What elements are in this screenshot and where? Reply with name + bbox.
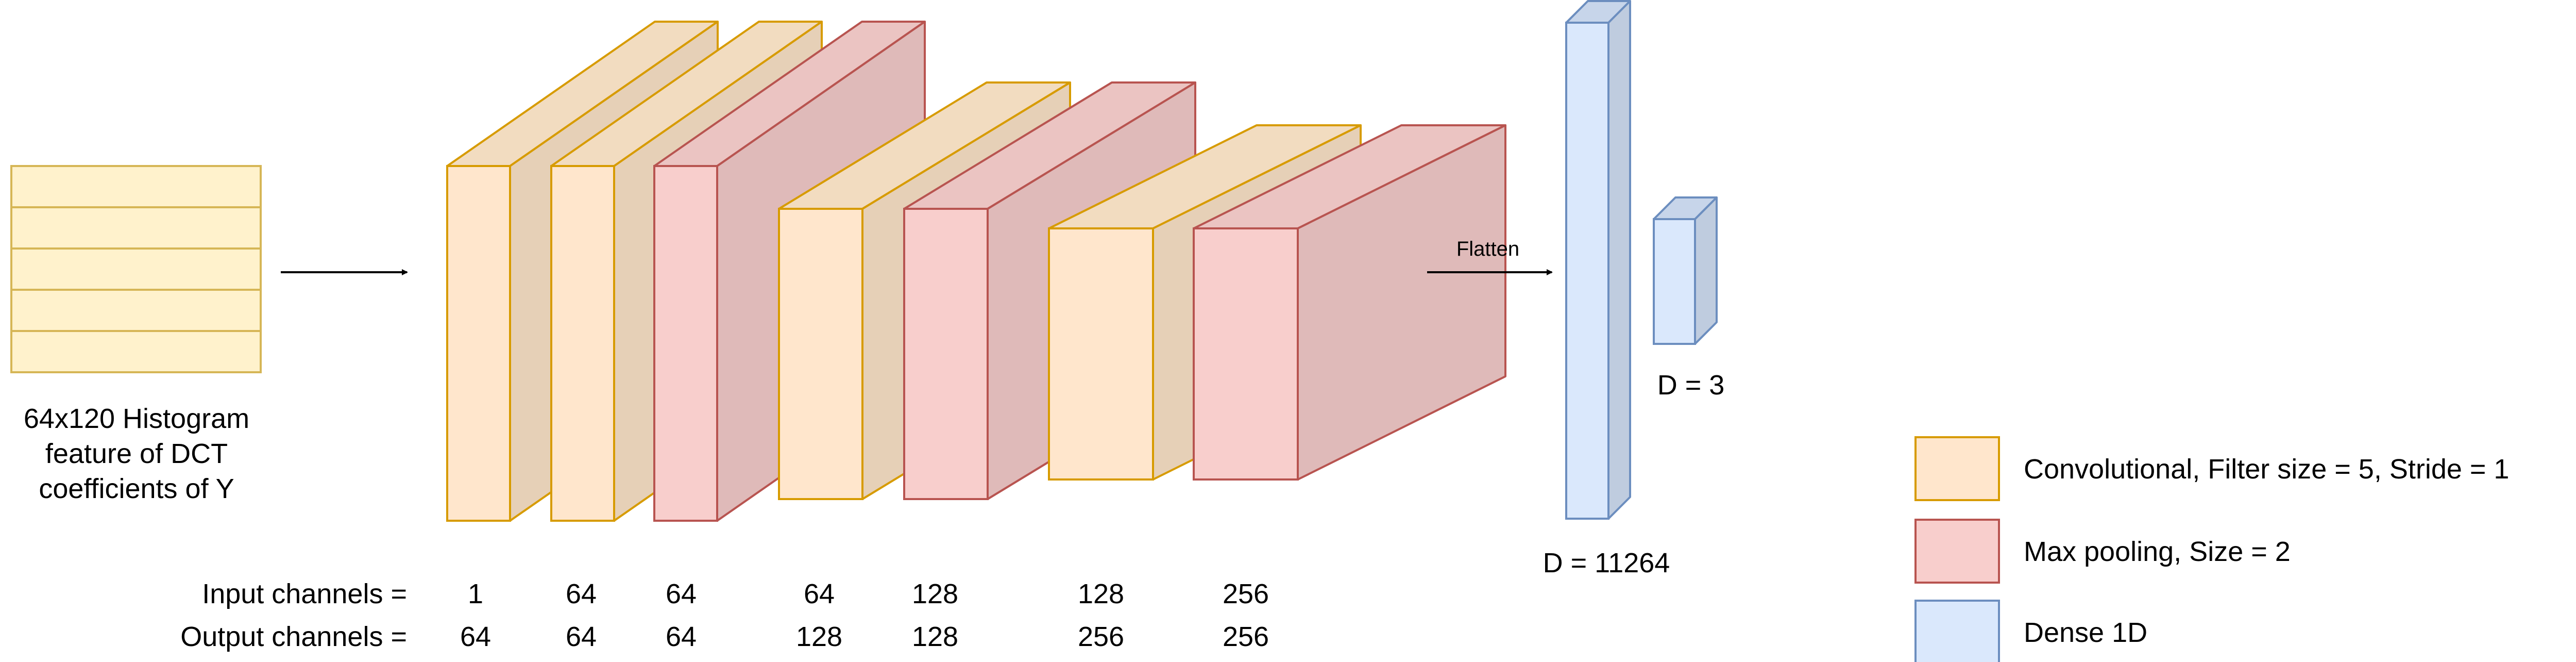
- output-channel-value: 256: [1078, 621, 1124, 652]
- layer-7-pool-front-face: [1193, 227, 1299, 481]
- legend-swatch-conv: [1914, 436, 2000, 501]
- input-channel-value: 64: [666, 578, 697, 609]
- layer-6-conv-front-face: [1048, 227, 1154, 481]
- input-channel-value: 256: [1223, 578, 1269, 609]
- dense-layer-small-front-face: [1653, 218, 1696, 345]
- layer-3-pool-front-face: [653, 165, 718, 522]
- input-channel-value: 1: [468, 578, 483, 609]
- input-grid-row: [10, 165, 262, 208]
- layer-2-conv-front-face: [550, 165, 615, 522]
- layer-7-pool: [1193, 124, 1506, 481]
- dense-layers: [1565, 0, 1718, 520]
- legend-swatch-dense: [1914, 600, 2000, 662]
- input-grid-row: [10, 206, 262, 250]
- output-channel-value: 128: [796, 621, 842, 652]
- output-channel-value: 64: [460, 621, 491, 652]
- input-caption-line-3: coefficients of Y: [39, 473, 234, 504]
- output-channel-value: 64: [566, 621, 597, 652]
- legend-item-conv: Convolutional, Filter size = 5, Stride =…: [1914, 436, 2509, 501]
- input-caption-line-1: 64x120 Histogram: [24, 403, 249, 434]
- legend-label-conv: Convolutional, Filter size = 5, Stride =…: [2024, 454, 2509, 485]
- layer-5-pool-front-face: [903, 208, 989, 500]
- channel-values: 1 64 64 64 128 128 256 64 64 64 128 128 256 256: [460, 578, 1269, 652]
- legend-label-pool: Max pooling, Size = 2: [2024, 536, 2291, 567]
- input-grid-row: [10, 247, 262, 291]
- legend-swatch-pool: [1914, 519, 2000, 584]
- input-grid-row: [10, 289, 262, 332]
- layer-4-conv-front-face: [778, 208, 863, 500]
- input-channel-value: 64: [566, 578, 597, 609]
- legend-item-pool: Max pooling, Size = 2: [1914, 519, 2291, 584]
- dense-layer-small-side-face: [1694, 196, 1718, 345]
- legend-item-dense: Dense 1D: [1914, 600, 2147, 662]
- dense-large-label: D = 11264: [1543, 548, 1670, 578]
- legend: Convolutional, Filter size = 5, Stride =…: [1914, 436, 2509, 662]
- output-channel-value: 256: [1223, 621, 1269, 652]
- input-channel-value: 128: [912, 578, 958, 609]
- input-grid-row: [10, 330, 262, 373]
- input-channels-label: Input channels =: [202, 578, 407, 609]
- dense-layer-large: [1565, 0, 1631, 520]
- flatten-label: Flatten: [1456, 238, 1519, 260]
- dense-layer-large-side-face: [1607, 0, 1631, 520]
- input-histogram-grid: [10, 165, 262, 373]
- input-caption-line-2: feature of DCT: [45, 438, 228, 469]
- output-channels-label: Output channels =: [180, 621, 407, 652]
- dense-small-label: D = 3: [1657, 370, 1725, 401]
- dense-layer-small: [1653, 196, 1718, 345]
- output-channel-value: 64: [666, 621, 697, 652]
- layer-stack: [446, 21, 1506, 522]
- output-channel-value: 128: [912, 621, 958, 652]
- layer-1-conv-front-face: [446, 165, 511, 522]
- input-channel-value: 64: [804, 578, 835, 609]
- legend-label-dense: Dense 1D: [2024, 617, 2147, 648]
- dense-layer-large-front-face: [1565, 22, 1609, 520]
- input-channel-value: 128: [1078, 578, 1124, 609]
